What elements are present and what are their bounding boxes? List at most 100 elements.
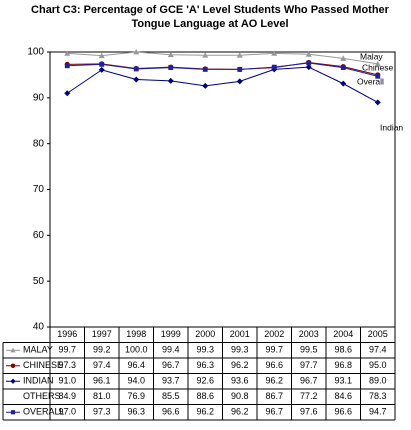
x-tick-label: 2005	[368, 329, 388, 339]
table-value: 99.4	[162, 345, 180, 355]
table-value: 76.9	[127, 391, 145, 401]
marker	[98, 52, 105, 59]
table-value: 96.2	[231, 360, 249, 370]
legend-label: INDIAN	[23, 376, 54, 386]
marker	[99, 61, 105, 67]
table-value: 97.3	[58, 360, 76, 370]
x-tick-label: 1999	[161, 329, 181, 339]
marker	[133, 49, 140, 55]
table-value: 94.0	[127, 376, 145, 386]
legend-label: CHINESE	[23, 360, 63, 370]
marker	[340, 80, 347, 87]
table-value: 93.7	[162, 376, 180, 386]
marker	[305, 64, 312, 71]
marker	[64, 50, 71, 56]
table-value: 97.7	[300, 360, 318, 370]
table-value: 96.8	[334, 360, 352, 370]
table-value: 90.8	[231, 391, 249, 401]
marker	[168, 65, 174, 70]
table-value: 96.6	[265, 360, 283, 370]
legend-marker	[10, 378, 16, 384]
marker	[167, 77, 174, 84]
marker	[271, 50, 278, 56]
table-value: 93.1	[334, 376, 352, 386]
table-value: 96.2	[265, 376, 283, 386]
table-value: 85.5	[162, 391, 180, 401]
table-value: 81.0	[93, 391, 111, 401]
table-value: 92.6	[196, 376, 214, 386]
marker	[375, 73, 381, 79]
x-tick-label: 2004	[333, 329, 353, 339]
table-value: 98.6	[334, 345, 352, 355]
x-tick-label: 1998	[126, 329, 146, 339]
table-value: 96.2	[196, 407, 214, 417]
chart-title: Chart C3: Percentage of GCE 'A' Level St…	[31, 4, 389, 30]
marker	[271, 64, 277, 70]
legend-label: MALAY	[23, 345, 53, 355]
table-value: 91.0	[58, 376, 76, 386]
table-value: 84.6	[334, 391, 352, 401]
table-value: 77.2	[300, 391, 318, 401]
table-value: 97.0	[58, 407, 76, 417]
table-value: 96.7	[265, 407, 283, 417]
table-value: 96.7	[300, 376, 318, 386]
marker	[202, 82, 209, 89]
series-line	[67, 51, 378, 65]
table-value: 99.5	[300, 345, 318, 355]
table-value: 100.0	[125, 345, 148, 355]
y-tick-label: 80	[33, 138, 45, 149]
marker	[64, 63, 70, 69]
y-tick-label: 50	[33, 276, 45, 287]
x-tick-label: 2002	[264, 329, 284, 339]
table-value: 99.2	[93, 345, 111, 355]
legend-label: OTHERS	[23, 391, 61, 401]
marker	[64, 90, 71, 97]
marker	[133, 76, 140, 83]
y-tick-label: 90	[33, 92, 45, 103]
table-value: 96.2	[231, 407, 249, 417]
table-value: 97.6	[300, 407, 318, 417]
table-value: 78.3	[369, 391, 387, 401]
y-tick-label: 60	[33, 230, 45, 241]
table-value: 99.7	[265, 345, 283, 355]
y-tick-label: 40	[33, 322, 45, 333]
marker	[236, 52, 243, 58]
legend-marker	[10, 410, 16, 415]
x-tick-label: 2001	[230, 329, 250, 339]
table-value: 96.4	[127, 360, 145, 370]
marker	[202, 67, 208, 72]
series-line	[67, 62, 378, 77]
table-value: 97.4	[93, 360, 111, 370]
table-value: 99.3	[196, 345, 214, 355]
table-value: 86.7	[265, 391, 283, 401]
marker	[340, 55, 347, 61]
marker	[305, 51, 312, 57]
marker	[374, 99, 381, 106]
table-value: 97.4	[369, 345, 387, 355]
table-value: 93.6	[231, 376, 249, 386]
table-value: 97.3	[93, 407, 111, 417]
table-value: 94.7	[369, 407, 387, 417]
table-value: 96.1	[93, 376, 111, 386]
table-value: 84.9	[58, 391, 76, 401]
table-value: 88.6	[196, 391, 214, 401]
table-value: 96.3	[196, 360, 214, 370]
x-tick-label: 2003	[299, 329, 319, 339]
y-tick-label: 100	[27, 47, 44, 58]
marker	[202, 52, 209, 58]
table-value: 96.6	[334, 407, 352, 417]
marker	[167, 51, 174, 58]
annotation: Indian	[380, 122, 403, 132]
marker	[98, 66, 105, 73]
table-value: 95.0	[369, 360, 387, 370]
x-tick-label: 1996	[57, 329, 77, 339]
marker	[237, 67, 243, 72]
marker	[374, 60, 381, 67]
legend-marker	[10, 347, 16, 353]
table-value: 96.7	[162, 360, 180, 370]
table-value: 96.6	[162, 407, 180, 417]
y-tick-label: 70	[33, 184, 45, 195]
marker	[236, 78, 243, 85]
x-tick-label: 1997	[92, 329, 112, 339]
